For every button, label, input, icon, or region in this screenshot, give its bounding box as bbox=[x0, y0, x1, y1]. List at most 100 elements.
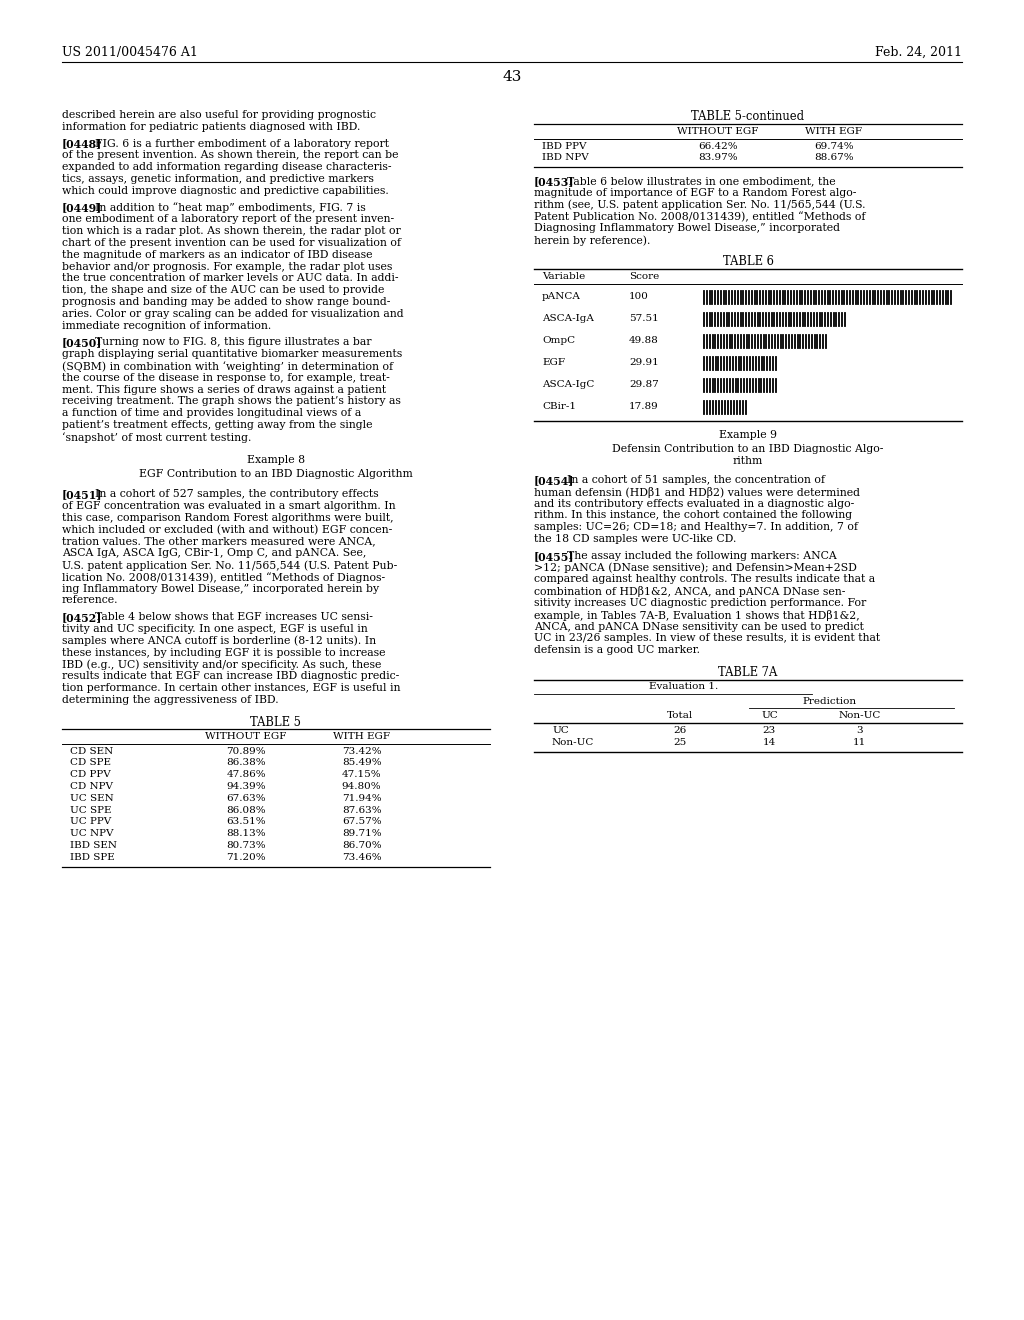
Text: Defensin Contribution to an IBD Diagnostic Algo-: Defensin Contribution to an IBD Diagnost… bbox=[612, 445, 884, 454]
Text: WITH EGF: WITH EGF bbox=[333, 733, 390, 742]
Text: UC PPV: UC PPV bbox=[70, 817, 112, 826]
Text: [0454]: [0454] bbox=[534, 475, 574, 486]
Text: the magnitude of markers as an indicator of IBD disease: the magnitude of markers as an indicator… bbox=[62, 249, 373, 260]
Text: Feb. 24, 2011: Feb. 24, 2011 bbox=[874, 46, 962, 59]
Text: described herein are also useful for providing prognostic: described herein are also useful for pro… bbox=[62, 110, 376, 120]
Text: WITHOUT EGF: WITHOUT EGF bbox=[677, 127, 759, 136]
Text: 94.80%: 94.80% bbox=[342, 781, 381, 791]
Text: IBD SPE: IBD SPE bbox=[70, 853, 115, 862]
Text: magnitude of importance of EGF to a Random Forest algo-: magnitude of importance of EGF to a Rand… bbox=[534, 187, 856, 198]
Text: IBD NPV: IBD NPV bbox=[542, 153, 589, 162]
Text: UC in 23/26 samples. In view of these results, it is evident that: UC in 23/26 samples. In view of these re… bbox=[534, 634, 880, 643]
Text: FIG. 6 is a further embodiment of a laboratory report: FIG. 6 is a further embodiment of a labo… bbox=[95, 139, 389, 149]
Text: 73.46%: 73.46% bbox=[342, 853, 381, 862]
Text: TABLE 7A: TABLE 7A bbox=[719, 667, 777, 678]
Text: In addition to “heat map” embodiments, FIG. 7 is: In addition to “heat map” embodiments, F… bbox=[95, 202, 366, 214]
Text: CD NPV: CD NPV bbox=[70, 781, 113, 791]
Text: In a cohort of 527 samples, the contributory effects: In a cohort of 527 samples, the contribu… bbox=[95, 490, 379, 499]
Text: tion performance. In certain other instances, EGF is useful in: tion performance. In certain other insta… bbox=[62, 682, 400, 693]
Text: 49.88: 49.88 bbox=[629, 337, 658, 345]
Text: 47.15%: 47.15% bbox=[342, 771, 381, 779]
Text: [0451]: [0451] bbox=[62, 490, 102, 500]
Text: 70.89%: 70.89% bbox=[226, 747, 266, 755]
Text: Example 9: Example 9 bbox=[719, 429, 777, 440]
Text: [0453]: [0453] bbox=[534, 176, 574, 187]
Text: reference.: reference. bbox=[62, 595, 119, 606]
Text: UC: UC bbox=[552, 726, 568, 735]
Text: chart of the present invention can be used for visualization of: chart of the present invention can be us… bbox=[62, 238, 401, 248]
Text: which included or excluded (with and without) EGF concen-: which included or excluded (with and wit… bbox=[62, 524, 392, 535]
Text: immediate recognition of information.: immediate recognition of information. bbox=[62, 321, 271, 330]
Text: of EGF concentration was evaluated in a smart algorithm. In: of EGF concentration was evaluated in a … bbox=[62, 502, 395, 511]
Text: tion, the shape and size of the AUC can be used to provide: tion, the shape and size of the AUC can … bbox=[62, 285, 384, 296]
Text: ASCA IgA, ASCA IgG, CBir-1, Omp C, and pANCA. See,: ASCA IgA, ASCA IgG, CBir-1, Omp C, and p… bbox=[62, 548, 367, 558]
Text: Table 6 below illustrates in one embodiment, the: Table 6 below illustrates in one embodim… bbox=[567, 176, 836, 186]
Text: 57.51: 57.51 bbox=[629, 314, 658, 323]
Text: prognosis and banding may be added to show range bound-: prognosis and banding may be added to sh… bbox=[62, 297, 390, 308]
Text: [0452]: [0452] bbox=[62, 612, 102, 623]
Text: 89.71%: 89.71% bbox=[342, 829, 381, 838]
Text: samples where ANCA cutoff is borderline (8-12 units). In: samples where ANCA cutoff is borderline … bbox=[62, 636, 376, 647]
Text: and its contributory effects evaluated in a diagnostic algo-: and its contributory effects evaluated i… bbox=[534, 499, 854, 508]
Text: CBir-1: CBir-1 bbox=[542, 403, 575, 411]
Text: UC: UC bbox=[761, 711, 778, 721]
Text: one embodiment of a laboratory report of the present inven-: one embodiment of a laboratory report of… bbox=[62, 214, 394, 224]
Text: a function of time and provides longitudinal views of a: a function of time and provides longitud… bbox=[62, 408, 361, 418]
Text: combination of HDβ1&2, ANCA, and pANCA DNase sen-: combination of HDβ1&2, ANCA, and pANCA D… bbox=[534, 586, 846, 597]
Text: 71.20%: 71.20% bbox=[226, 853, 266, 862]
Text: U.S. patent application Ser. No. 11/565,544 (U.S. Patent Pub-: U.S. patent application Ser. No. 11/565,… bbox=[62, 560, 397, 570]
Text: tics, assays, genetic information, and predictive markers: tics, assays, genetic information, and p… bbox=[62, 174, 374, 183]
Text: CD SEN: CD SEN bbox=[70, 747, 114, 755]
Text: ing Inflammatory Bowel Disease,” incorporated herein by: ing Inflammatory Bowel Disease,” incorpo… bbox=[62, 583, 379, 594]
Text: 86.08%: 86.08% bbox=[226, 805, 266, 814]
Text: 73.42%: 73.42% bbox=[342, 747, 381, 755]
Text: tration values. The other markers measured were ANCA,: tration values. The other markers measur… bbox=[62, 536, 376, 546]
Text: compared against healthy controls. The results indicate that a: compared against healthy controls. The r… bbox=[534, 574, 876, 585]
Text: 87.63%: 87.63% bbox=[342, 805, 381, 814]
Text: information for pediatric patients diagnosed with IBD.: information for pediatric patients diagn… bbox=[62, 121, 360, 132]
Text: Non-UC: Non-UC bbox=[552, 738, 594, 747]
Text: Patent Publication No. 2008/0131439), entitled “Methods of: Patent Publication No. 2008/0131439), en… bbox=[534, 211, 865, 222]
Text: aries. Color or gray scaling can be added for visualization and: aries. Color or gray scaling can be adde… bbox=[62, 309, 403, 319]
Text: TABLE 6: TABLE 6 bbox=[723, 255, 773, 268]
Text: tivity and UC specificity. In one aspect, EGF is useful in: tivity and UC specificity. In one aspect… bbox=[62, 624, 368, 634]
Text: samples: UC=26; CD=18; and Healthy=7. In addition, 7 of: samples: UC=26; CD=18; and Healthy=7. In… bbox=[534, 523, 858, 532]
Text: 85.49%: 85.49% bbox=[342, 759, 381, 767]
Text: 3: 3 bbox=[856, 726, 862, 735]
Text: CD SPE: CD SPE bbox=[70, 759, 111, 767]
Text: pANCA: pANCA bbox=[542, 292, 581, 301]
Text: EGF Contribution to an IBD Diagnostic Algorithm: EGF Contribution to an IBD Diagnostic Al… bbox=[139, 470, 413, 479]
Text: Turning now to FIG. 8, this figure illustrates a bar: Turning now to FIG. 8, this figure illus… bbox=[95, 338, 372, 347]
Text: herein by reference).: herein by reference). bbox=[534, 235, 650, 246]
Text: (SQBM) in combination with ‘weighting’ in determination of: (SQBM) in combination with ‘weighting’ i… bbox=[62, 360, 393, 372]
Text: Evaluation 1.: Evaluation 1. bbox=[649, 682, 719, 690]
Text: the true concentration of marker levels or AUC data. In addi-: the true concentration of marker levels … bbox=[62, 273, 398, 284]
Text: IBD PPV: IBD PPV bbox=[542, 141, 587, 150]
Text: TABLE 5: TABLE 5 bbox=[251, 715, 301, 729]
Text: The assay included the following markers: ANCA: The assay included the following markers… bbox=[567, 550, 837, 561]
Text: of the present invention. As shown therein, the report can be: of the present invention. As shown there… bbox=[62, 150, 398, 161]
Text: 63.51%: 63.51% bbox=[226, 817, 266, 826]
Text: rithm (see, U.S. patent application Ser. No. 11/565,544 (U.S.: rithm (see, U.S. patent application Ser.… bbox=[534, 199, 865, 210]
Text: results indicate that EGF can increase IBD diagnostic predic-: results indicate that EGF can increase I… bbox=[62, 671, 399, 681]
Text: ment. This figure shows a series of draws against a patient: ment. This figure shows a series of draw… bbox=[62, 384, 386, 395]
Text: which could improve diagnostic and predictive capabilities.: which could improve diagnostic and predi… bbox=[62, 186, 389, 195]
Text: WITHOUT EGF: WITHOUT EGF bbox=[206, 733, 287, 742]
Text: 66.42%: 66.42% bbox=[698, 141, 738, 150]
Text: these instances, by including EGF it is possible to increase: these instances, by including EGF it is … bbox=[62, 648, 385, 657]
Text: ASCA-IgC: ASCA-IgC bbox=[542, 380, 594, 389]
Text: 29.91: 29.91 bbox=[629, 358, 658, 367]
Text: 25: 25 bbox=[673, 738, 686, 747]
Text: determining the aggressiveness of IBD.: determining the aggressiveness of IBD. bbox=[62, 694, 279, 705]
Text: Variable: Variable bbox=[542, 272, 586, 281]
Text: Diagnosing Inflammatory Bowel Disease,” incorporated: Diagnosing Inflammatory Bowel Disease,” … bbox=[534, 223, 840, 234]
Text: 67.63%: 67.63% bbox=[226, 793, 266, 803]
Text: 88.67%: 88.67% bbox=[814, 153, 853, 162]
Text: expanded to add information regarding disease characteris-: expanded to add information regarding di… bbox=[62, 162, 391, 172]
Text: UC NPV: UC NPV bbox=[70, 829, 114, 838]
Text: 100: 100 bbox=[629, 292, 649, 301]
Text: Total: Total bbox=[667, 711, 692, 721]
Text: 17.89: 17.89 bbox=[629, 403, 658, 411]
Text: tion which is a radar plot. As shown therein, the radar plot or: tion which is a radar plot. As shown the… bbox=[62, 226, 400, 236]
Text: the course of the disease in response to, for example, treat-: the course of the disease in response to… bbox=[62, 372, 390, 383]
